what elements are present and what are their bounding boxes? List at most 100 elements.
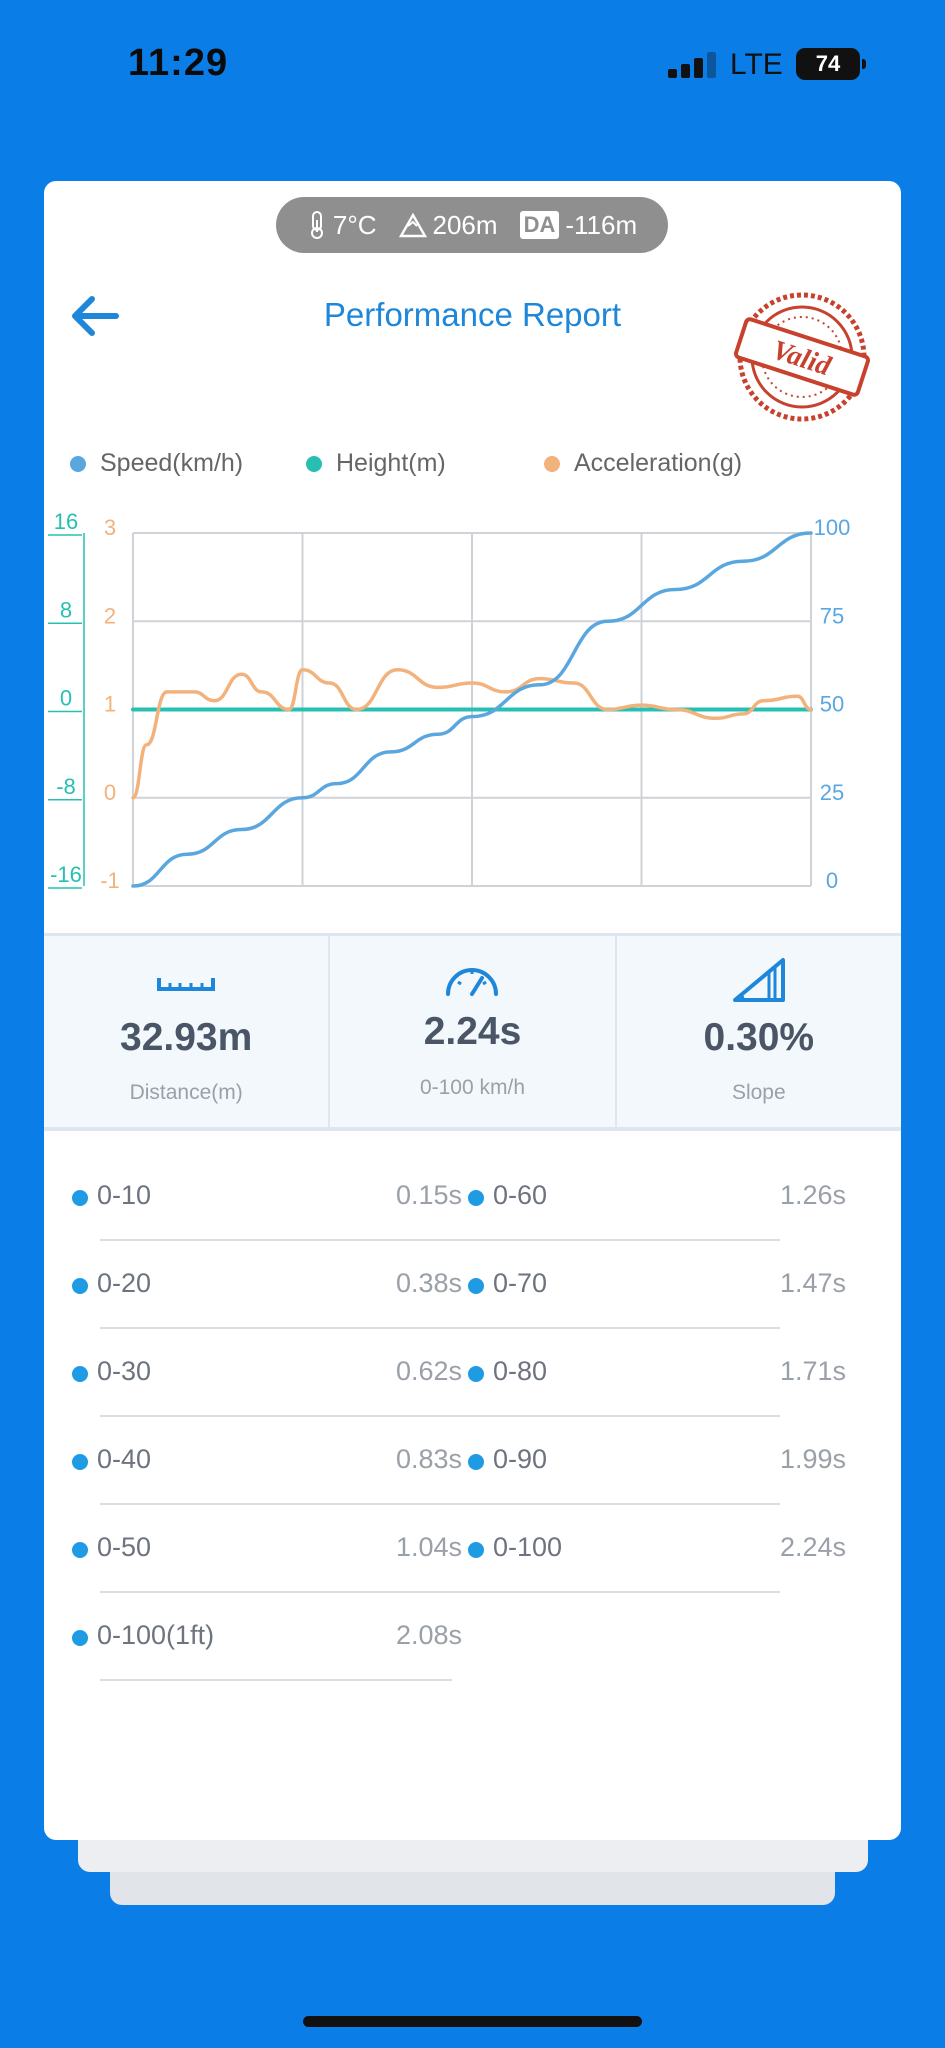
split-row: 0-80 1.71s [440, 1342, 846, 1430]
back-arrow-icon[interactable] [64, 286, 124, 346]
stat-zero-to-hundred: 2.24s 0-100 km/h [330, 936, 617, 1127]
stat-slope-label: Slope [731, 1081, 786, 1104]
split-bullet [72, 1630, 88, 1646]
ruler-icon [157, 978, 216, 991]
acceleration-legend-dot [544, 455, 560, 472]
performance-chart: 16 8 0 -8 -16 3 2 1 0 -1 100 75 50 25 0 [48, 509, 851, 893]
speed-tick-label: 50 [820, 692, 844, 717]
split-bullet [72, 1542, 88, 1558]
slope-icon [732, 958, 785, 1002]
elevation-item: 206m [398, 209, 498, 241]
battery-icon: 74 [796, 48, 866, 80]
split-bullet [72, 1278, 88, 1294]
split-value: 1.71s [779, 1356, 846, 1386]
stat-zero-to-hundred-label: 0-100 km/h [419, 1076, 526, 1099]
split-value: 2.24s [779, 1532, 846, 1562]
acceleration-tick-label: 1 [104, 692, 116, 717]
split-label: 0-40 [97, 1444, 152, 1474]
thermometer-icon [310, 211, 323, 239]
split-bullet [468, 1366, 484, 1382]
split-divider [100, 1679, 452, 1681]
height-tick-label: -8 [56, 774, 76, 799]
home-indicator[interactable] [303, 2016, 642, 2027]
acceleration-tick-label: 3 [104, 515, 116, 540]
height-tick-label: 8 [60, 597, 72, 622]
speed-legend-dot [70, 455, 86, 472]
speed-tick-label: 100 [814, 515, 851, 540]
split-row: 0-90 1.99s [440, 1430, 846, 1518]
legend-speed: Speed(km/h) [70, 449, 243, 478]
stat-slope-value: 0.30% [703, 1016, 815, 1059]
split-label: 0-70 [493, 1268, 548, 1298]
split-divider [440, 1591, 780, 1593]
split-value: 0.15s [395, 1180, 462, 1210]
split-value: 0.38s [395, 1268, 462, 1298]
split-row: 0-20 0.38s [72, 1254, 462, 1342]
acceleration-series-line [131, 668, 813, 800]
legend-height-label: Height(m) [336, 449, 446, 477]
split-label: 0-20 [97, 1268, 152, 1298]
split-bullet [468, 1278, 484, 1294]
split-row: 0-100(1ft) 2.08s [72, 1606, 462, 1694]
split-divider [440, 1415, 780, 1417]
acceleration-tick-label: 2 [104, 603, 116, 628]
split-bullet [72, 1454, 88, 1470]
speed-series-line [131, 531, 813, 888]
split-value: 2.08s [395, 1620, 462, 1650]
split-row: 0-40 0.83s [72, 1430, 462, 1518]
speedometer-icon [446, 968, 499, 996]
split-row: 0-50 1.04s [72, 1518, 462, 1606]
split-label: 0-10 [97, 1180, 152, 1210]
legend-height: Height(m) [306, 449, 446, 478]
split-label: 0-90 [493, 1444, 548, 1474]
split-divider [100, 1503, 462, 1505]
split-row: 0-60 1.26s [440, 1166, 846, 1254]
conditions-pill: 7°C 206m DA -116m [276, 197, 668, 253]
split-bullet [72, 1366, 88, 1382]
stat-distance-value: 32.93m [120, 1016, 253, 1059]
split-label: 0-50 [97, 1532, 152, 1562]
density-altitude-item: DA -116m [519, 209, 638, 241]
split-divider [440, 1327, 780, 1329]
stat-distance-label: Distance(m) [129, 1081, 243, 1104]
elevation-value: 206m [432, 209, 498, 240]
legend-acceleration: Acceleration(g) [544, 449, 742, 478]
split-row: 0-30 0.62s [72, 1342, 462, 1430]
cellular-signal-icon [668, 52, 716, 78]
split-value: 0.62s [395, 1356, 462, 1386]
speed-tick-label: 0 [826, 868, 838, 893]
split-divider [100, 1239, 462, 1241]
split-bullet [72, 1190, 88, 1206]
split-value: 0.83s [395, 1444, 462, 1474]
height-legend-dot [306, 455, 322, 472]
speed-tick-label: 75 [820, 603, 844, 628]
status-bar: 11:29 LTE 74 [0, 0, 945, 130]
stat-slope: 0.30% Slope [617, 936, 901, 1127]
acceleration-tick-label: 0 [104, 780, 116, 805]
split-row: 0-10 0.15s [72, 1166, 462, 1254]
speed-tick-label: 25 [820, 780, 844, 805]
split-label: 0-100 [493, 1532, 563, 1562]
performance-report-card: 7°C 206m DA -116m Performance Report Val… [44, 181, 901, 1840]
split-value: 1.99s [779, 1444, 846, 1474]
density-altitude-value: -116m [565, 209, 638, 240]
height-tick-label: 0 [60, 686, 72, 711]
split-bullet [468, 1190, 484, 1206]
acceleration-tick-label: -1 [100, 868, 120, 893]
split-value: 1.26s [779, 1180, 846, 1210]
split-bullet [468, 1542, 484, 1558]
mountain-icon [398, 212, 427, 238]
stat-distance: 32.93m Distance(m) [44, 936, 331, 1127]
split-row: 0-100 2.24s [440, 1518, 846, 1606]
split-value: 1.04s [395, 1532, 462, 1562]
split-divider [100, 1415, 462, 1417]
split-label: 0-60 [493, 1180, 548, 1210]
legend-acceleration-label: Acceleration(g) [574, 449, 743, 477]
split-label: 0-30 [97, 1356, 152, 1386]
height-tick-label: -16 [50, 862, 82, 887]
valid-stamp-icon: Valid [733, 292, 871, 422]
page-title: Performance Report [323, 296, 622, 333]
split-divider [100, 1327, 462, 1329]
split-divider [440, 1239, 780, 1241]
status-time: 11:29 [128, 42, 229, 84]
